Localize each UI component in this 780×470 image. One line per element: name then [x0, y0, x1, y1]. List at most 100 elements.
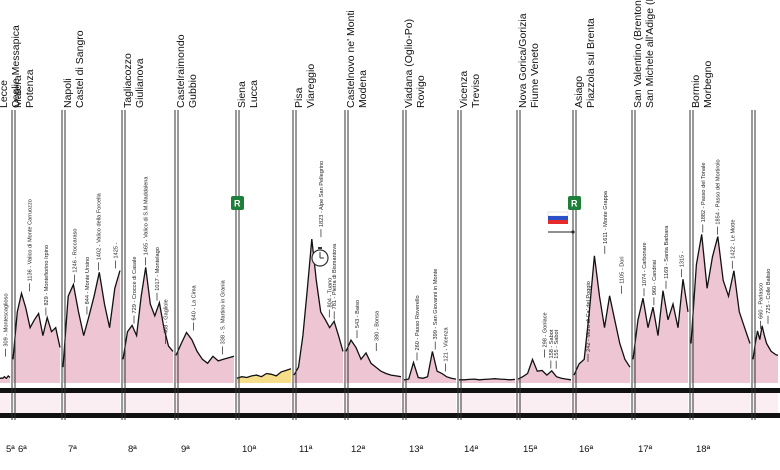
profile-line — [12, 290, 61, 360]
profile-area — [294, 239, 343, 383]
climb-label: 1315 - — [679, 251, 685, 267]
start-city-label: Tagliacozzo — [122, 53, 134, 108]
finish-city-label: Lucca — [248, 80, 260, 108]
profile-area — [346, 340, 401, 383]
climb-label: 804 - Tuano — [327, 278, 333, 308]
stage-18: Bormio Morbegno 1882 - Passo del Tonale 185… — [689, 61, 751, 455]
stage-12: Castelnovo ne' Monti Modena 543 - Baiso 380… — [344, 10, 402, 455]
climb-label: 158 - Sabot — [549, 329, 555, 358]
profile-band — [346, 393, 401, 413]
profile-area — [237, 368, 291, 383]
climb-label: 1611 - Monte Grappa — [603, 190, 609, 244]
climb-label: 640 - La Cima — [191, 284, 197, 320]
profile-line — [403, 351, 457, 381]
start-city-label: Vicenza — [458, 71, 470, 108]
climb-label: 1017 - Montelago — [155, 247, 161, 291]
profile-area — [518, 359, 571, 383]
stage-16: Asiago Piazzola sul Brenta 242 - Muro di C… — [568, 18, 631, 455]
stage-number: 8ª — [128, 444, 137, 455]
profile-line — [345, 338, 402, 378]
profile-line — [517, 357, 572, 381]
climb-label: 729 - Crocce di Casale — [132, 257, 138, 314]
climb-label: 1246 - Roccaraso — [72, 228, 78, 272]
climb-label: 960 - Candriai — [652, 260, 658, 295]
finish-city-label: Fiume Veneto — [529, 43, 541, 108]
stopwatch-icon — [311, 247, 329, 267]
profile-line — [459, 378, 516, 381]
profile-band — [459, 393, 515, 413]
stage-number: 12ª — [351, 444, 366, 455]
start-city-label: Matera — [12, 75, 24, 108]
climb-label: 298 - Gonlace — [543, 312, 549, 347]
profile-area — [63, 270, 120, 383]
climb-label: 309 - Montescaglioso — [4, 293, 10, 346]
climb-label: 543 - Baiso — [355, 300, 361, 328]
finish-city-label: Castel di Sangro — [74, 30, 86, 108]
slovenia-flag-stripe — [548, 220, 568, 224]
finish-city-label: Giulianova — [134, 58, 146, 108]
climb-label: 468 - Gagliole — [164, 299, 170, 334]
climb-label: 1402 - Valico della Forcella — [96, 192, 102, 260]
start-city-label: Siena — [236, 81, 248, 108]
finish-city-label: Morbegno — [702, 61, 714, 108]
profile-band — [294, 393, 343, 413]
stage-7: Napoli Castel di Sangro 1246 - Roccaraso 84… — [61, 30, 121, 455]
start-city-label: San Valentino (Brentonico) — [632, 0, 644, 108]
profile-band — [518, 393, 571, 413]
rest-day-badge — [231, 196, 244, 210]
stage-11: Pisa Viareggio 1823 - Alpe San Pellegrino 8… — [292, 64, 344, 455]
profile-band — [13, 393, 60, 413]
climb-label: 844 - Monte Ursino — [85, 257, 91, 305]
profile-line — [0, 374, 11, 380]
profile-line — [573, 255, 631, 376]
climb-label: 338 - S. Martino in Grania — [220, 279, 226, 344]
stage-number: 11ª — [299, 444, 313, 455]
finish-city-label: Ceglie Messapica — [10, 25, 22, 108]
climb-label: 1422 - Le Motte — [730, 220, 736, 259]
profile-line — [752, 325, 779, 360]
start-city-label: Napoli — [62, 78, 74, 108]
profile-area — [574, 255, 630, 383]
profile-line — [122, 267, 174, 360]
profile-band — [176, 393, 234, 413]
stage-17: San Valentino (Brentonico)San Michele al… — [631, 0, 689, 455]
slovenia-flag-icon — [547, 211, 569, 217]
profile-area — [176, 332, 234, 383]
stage-9: Castelraimondo Gubbio 640 - La Cima 338 - S… — [174, 34, 235, 455]
stage-number: 15ª — [523, 444, 538, 455]
finish-city-label: Viareggio — [305, 64, 317, 108]
finish-city-label: Potenza — [24, 69, 36, 108]
baseline-bar-top — [0, 388, 780, 393]
profile-line — [62, 270, 121, 368]
profile-area — [13, 293, 60, 383]
profile-line — [632, 279, 689, 360]
climb-label: 1425 - — [113, 243, 119, 259]
profile-area — [753, 325, 778, 383]
profile-band — [753, 393, 778, 413]
climb-label: 121 - Vicenza — [444, 326, 450, 361]
rest-day-badge-label: R — [571, 199, 578, 209]
stage-number: 18ª — [696, 444, 711, 455]
climb-label: 155 - Sabot — [554, 329, 560, 358]
stage-number: 6ª — [18, 444, 27, 455]
climb-label: 1854 - Passo del Mortirolo — [716, 159, 722, 224]
profile-line — [236, 368, 292, 379]
climb-label: 829 - Montefiorino Irpino — [44, 245, 50, 306]
stage-15: Nova Gorica/Gorizia Fiume Veneto 298 - Gon… — [516, 13, 575, 455]
baseline-bar-bottom — [0, 413, 780, 418]
climb-label: 399 - San Giovanni in Monte — [433, 269, 439, 340]
profile-band — [237, 393, 291, 413]
stage-number: 7ª — [68, 444, 77, 455]
profile-band — [63, 393, 120, 413]
profile-line — [690, 234, 751, 344]
slovenia-flag-stripe — [548, 216, 568, 220]
stage-5: Lecce Ceglie Messapica 309 - Montescaglios… — [0, 25, 22, 455]
finish-city-label: Rovigo — [415, 75, 427, 108]
stage-number: 9ª — [181, 444, 190, 455]
climb-label: 660 - Parlasco — [759, 283, 765, 319]
start-city-label: Castelnovo ne' Monti — [345, 10, 357, 108]
climb-label: 242 - Muro di Ca' del Poggio — [586, 281, 592, 352]
finish-city-label: Gubbio — [187, 74, 199, 108]
profile-band — [574, 393, 630, 413]
